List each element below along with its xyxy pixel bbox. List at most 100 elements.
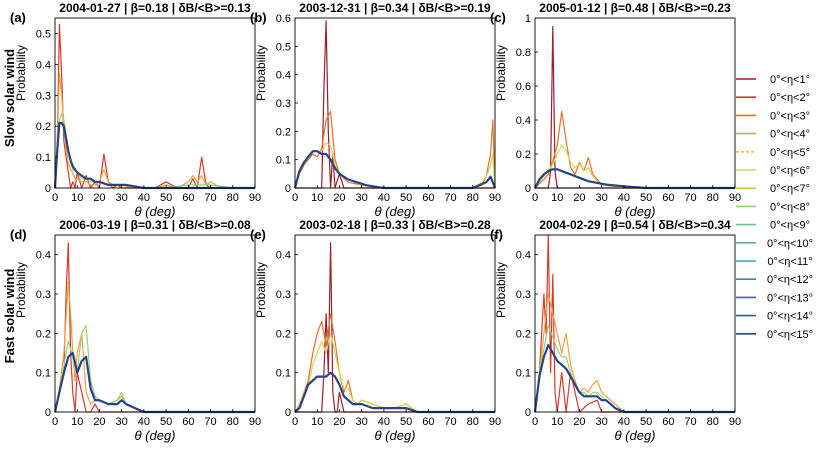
y-tick-label: 0.4 — [276, 70, 291, 82]
x-axis-label: θ (deg) — [134, 428, 175, 443]
x-tick-label: 50 — [400, 416, 412, 428]
legend-item: 0°<η<5° — [736, 147, 810, 159]
axes-box — [54, 17, 256, 189]
y-tick-label: 0 — [525, 407, 531, 419]
x-axis-label: θ (deg) — [134, 204, 175, 219]
legend-item: 0°<η<14° — [736, 311, 813, 323]
legend-label: 0°<η<5° — [770, 147, 810, 159]
x-tick-label: 80 — [227, 192, 239, 204]
x-tick-label: 90 — [729, 416, 741, 428]
y-tick-label: 0.1 — [36, 152, 51, 164]
series-line-0-3 — [294, 110, 496, 189]
x-tick-label: 0 — [52, 192, 58, 204]
x-tick-label: 20 — [93, 192, 105, 204]
x-tick-label: 10 — [71, 416, 83, 428]
x-tick-label: 20 — [93, 416, 105, 428]
x-tick-label: 60 — [662, 192, 674, 204]
series-line-0-15 — [534, 168, 735, 190]
panel-c: 0 10 20 30 40 50 60 70 80 90 0 0.2 0.4 0.6 0.8 1 θ (deg)… — [490, 1, 741, 219]
x-tick-label: 70 — [204, 416, 216, 428]
x-tick-label: 40 — [618, 416, 630, 428]
x-tick-label: 70 — [684, 192, 696, 204]
legend-item: 0°<η<6° — [736, 165, 810, 177]
series-line-0-15 — [293, 150, 497, 190]
legend-item: 0°<η<9° — [736, 220, 810, 232]
x-tick-label: 70 — [684, 416, 696, 428]
series-line-0-1 — [295, 20, 495, 189]
panel-title: 2006-03-19 | β=0.31 | δB/<B>=0.08 — [59, 218, 251, 232]
legend-label: 0°<η<6° — [770, 165, 810, 177]
x-tick-label: 50 — [640, 192, 652, 204]
legend-item: 0°<η<11° — [736, 256, 813, 268]
series-line-0-6 — [294, 332, 495, 413]
legend-label: 0°<η<4° — [770, 129, 810, 141]
x-tick-label: 10 — [71, 192, 83, 204]
panel-d: 0 10 20 30 40 50 60 70 80 90 0 0.1 0.2 0.3 0.4 θ (deg) P… — [10, 218, 261, 443]
panel-label: (b) — [250, 10, 267, 25]
x-tick-label: 0 — [532, 416, 538, 428]
legend-label: 0°<η<7° — [770, 183, 810, 195]
x-tick-label: 90 — [729, 192, 741, 204]
legend-item: 0°<η<8° — [736, 201, 810, 213]
series-line-0-15 — [294, 371, 495, 414]
x-tick-label: 80 — [707, 192, 719, 204]
y-tick-label: 1 — [525, 13, 531, 25]
y-tick-label: 0.1 — [276, 368, 291, 380]
series-line-0-4 — [54, 73, 255, 189]
legend-label: 0°<η<12° — [767, 274, 813, 286]
legend-label: 0°<η<11° — [767, 256, 812, 268]
y-tick-label: 0.2 — [36, 328, 51, 340]
legend-label: 0°<η<8° — [770, 201, 810, 213]
legend-label: 0°<η<1° — [770, 74, 810, 86]
x-tick-label: 90 — [249, 192, 261, 204]
x-tick-label: 0 — [292, 416, 298, 428]
legend: 0°<η<1° 0°<η<2° 0°<η<3° 0°<η<4° 0°<η<5° 0°<η<… — [736, 74, 813, 341]
x-tick-label: 40 — [138, 416, 150, 428]
y-tick-label: 0.6 — [516, 81, 531, 93]
y-tick-label: 0.3 — [276, 98, 291, 110]
y-tick-label: 0 — [285, 183, 291, 195]
x-tick-label: 40 — [378, 416, 390, 428]
y-axis-label: Probability — [14, 45, 28, 101]
legend-label: 0°<η<13° — [767, 292, 813, 304]
x-tick-label: 40 — [618, 192, 630, 204]
y-tick-label: 0.2 — [516, 149, 531, 161]
x-tick-label: 40 — [138, 192, 150, 204]
x-tick-label: 10 — [551, 192, 563, 204]
x-tick-label: 70 — [444, 192, 456, 204]
y-tick-label: 0.1 — [516, 368, 531, 380]
x-tick-label: 50 — [160, 192, 172, 204]
x-tick-label: 80 — [227, 416, 239, 428]
y-tick-label: 0.3 — [516, 289, 531, 301]
axes-box — [294, 234, 496, 413]
y-axis-label: Probability — [494, 45, 508, 101]
y-tick-label: 0.2 — [516, 328, 531, 340]
legend-label: 0°<η<3° — [770, 110, 810, 122]
x-axis-label: θ (deg) — [614, 428, 655, 443]
legend-label: 0°<η<2° — [770, 92, 810, 104]
series-line-0-2 — [54, 23, 255, 189]
panel-title: 2003-12-31 | β=0.34 | δB/<B>=0.19 — [299, 1, 491, 15]
x-tick-label: 30 — [116, 192, 128, 204]
row-label-slow: Slow solar wind — [2, 49, 17, 147]
y-axis-label: Probability — [494, 262, 508, 318]
x-tick-label: 20 — [333, 192, 345, 204]
x-tick-label: 30 — [596, 416, 608, 428]
y-tick-label: 0.1 — [276, 155, 291, 167]
legend-item: 0°<η<13° — [736, 292, 813, 304]
x-tick-label: 90 — [489, 416, 501, 428]
legend-item: 0°<η<4° — [736, 129, 810, 141]
x-tick-label: 0 — [532, 192, 538, 204]
series-line-0-15 — [53, 122, 255, 190]
legend-item: 0°<η<2° — [736, 92, 810, 104]
series-line-0-6 — [534, 144, 735, 189]
x-tick-label: 90 — [489, 192, 501, 204]
x-tick-label: 90 — [249, 416, 261, 428]
y-tick-label: 0.2 — [276, 328, 291, 340]
legend-item: 0°<η<7° — [736, 183, 810, 195]
x-tick-label: 20 — [573, 416, 585, 428]
y-tick-label: 0 — [285, 407, 291, 419]
y-tick-label: 0 — [525, 183, 531, 195]
x-tick-label: 60 — [662, 416, 674, 428]
legend-item: 0°<η<15° — [736, 329, 813, 341]
